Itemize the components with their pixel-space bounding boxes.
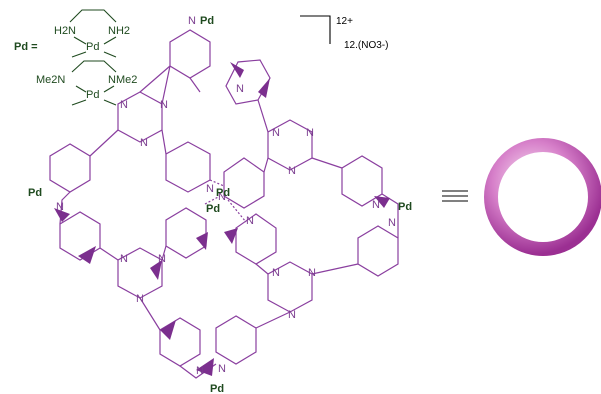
- ligand-en: H2N NH2 Pd: [54, 9, 130, 58]
- atom-n: N: [56, 201, 64, 213]
- atom-n: N: [120, 253, 128, 265]
- charge-bracket: 12+ 12.(NO3-): [300, 15, 388, 51]
- pd-equals-label: Pd =: [14, 41, 38, 53]
- cation-charge: 12+: [336, 16, 353, 27]
- atom-pd-center-lower: Pd: [206, 203, 220, 215]
- atom-n: N: [140, 137, 148, 149]
- atom-n: N: [236, 83, 244, 95]
- ring-icon: [484, 138, 601, 256]
- atom-n: N: [288, 309, 296, 321]
- atom-pd-bottom: Pd: [210, 383, 224, 394]
- cage-framework: [49, 29, 399, 379]
- atom-n: N: [188, 15, 196, 27]
- atom-n: N: [246, 215, 254, 227]
- atom-n: N: [160, 99, 168, 111]
- atom-n: N: [206, 183, 214, 195]
- palladium-labels: Pd Pd Pd Pd Pd Pd: [28, 15, 412, 394]
- atom-n: N: [196, 365, 204, 377]
- ligand1-left-amine: H2N: [54, 25, 76, 37]
- atom-n: N: [388, 217, 396, 229]
- ligand1-metal: Pd: [86, 41, 99, 53]
- ligand2-metal: Pd: [86, 89, 99, 101]
- atom-n: N: [218, 191, 226, 203]
- atom-pd-left: Pd: [28, 187, 42, 199]
- atom-n: N: [158, 253, 166, 265]
- ligand2-right-amine: NMe2: [108, 74, 137, 86]
- atom-pd-top: Pd: [200, 15, 214, 27]
- atom-n: N: [120, 99, 128, 111]
- atom-pd-right: Pd: [398, 201, 412, 213]
- ligand2-left-amine: Me2N: [36, 74, 65, 86]
- pd-ligand-legend: Pd = H2N NH2 Pd Me2N NMe2 Pd: [14, 9, 137, 106]
- atom-pd-center-upper: Pd: [216, 187, 230, 199]
- nitrogen-labels: N N N N N N N N N N N N N N N N N N N N …: [56, 15, 396, 377]
- atom-n: N: [272, 267, 280, 279]
- equivalence-symbol: [442, 190, 468, 202]
- counterion-label: 12.(NO3-): [344, 40, 388, 51]
- atom-n: N: [306, 127, 314, 139]
- atom-n: N: [288, 165, 296, 177]
- atom-n: N: [372, 199, 380, 211]
- atom-n: N: [136, 293, 144, 305]
- atom-n: N: [218, 363, 226, 375]
- ligand1-right-amine: NH2: [108, 25, 130, 37]
- ligand-tmeda: Me2N NMe2 Pd: [36, 60, 137, 106]
- atom-n: N: [272, 127, 280, 139]
- atom-n: N: [308, 267, 316, 279]
